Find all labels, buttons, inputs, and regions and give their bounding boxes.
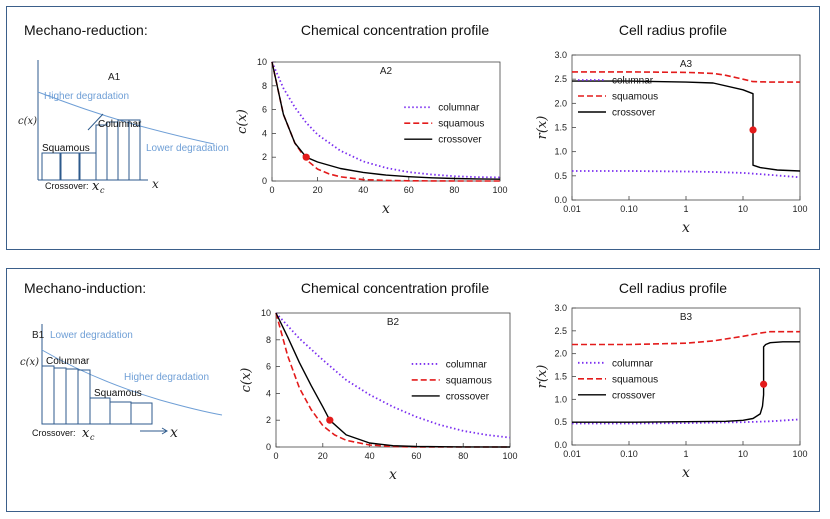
chart-title: A2: [380, 66, 393, 77]
series-line-squamous: [572, 330, 800, 346]
x-tick-label: 60: [404, 185, 414, 195]
x-tick-label: 100: [792, 204, 807, 214]
y-tick-label: 1.0: [554, 394, 567, 404]
y-tick-label: 10: [261, 308, 271, 318]
series-line-columnar: [572, 170, 801, 179]
y-tick-label: 2.0: [554, 98, 567, 108]
y-tick-label: 0.0: [554, 440, 567, 450]
crossover-marker: [749, 126, 757, 134]
title-radius-a: Cell radius profile: [618, 22, 728, 38]
y-axis-label: r(x): [535, 116, 550, 140]
x-tick-label: 80: [458, 451, 468, 461]
y-tick-label: 0: [266, 442, 271, 452]
x-tick-label: 20: [318, 451, 328, 461]
x-tick-label: 100: [492, 185, 507, 195]
series-line-squamous: [275, 312, 510, 448]
legend-label-columnar: columnar: [612, 358, 654, 369]
series-line-squamous: [572, 71, 800, 83]
legend-label-columnar: columnar: [612, 76, 654, 87]
x-tick-label: 0: [273, 451, 278, 461]
x-tick-label: 1: [683, 449, 688, 459]
series-line-columnar: [572, 418, 801, 425]
x-axis-label: x: [682, 465, 690, 481]
x-tick-label: 100: [502, 451, 517, 461]
y-tick-label: 4: [266, 388, 271, 398]
title-radius-b: Cell radius profile: [618, 280, 728, 296]
y-axis-label: c(x): [239, 368, 254, 393]
x-axis-label: x: [682, 220, 690, 236]
y-tick-label: 1.5: [554, 372, 567, 382]
title-concentration-b: Chemical concentration profile: [300, 280, 490, 296]
legend-label-squamous: squamous: [438, 119, 484, 130]
y-tick-label: 8: [262, 81, 267, 91]
legend-label-squamous: squamous: [612, 92, 658, 103]
series-line-squamous: [271, 61, 500, 182]
x-tick-label: 0.10: [620, 204, 638, 214]
legend-label-crossover: crossover: [612, 390, 656, 401]
y-tick-label: 10: [257, 57, 267, 67]
legend-label-squamous: squamous: [612, 374, 658, 385]
x-tick-label: 40: [358, 185, 368, 195]
x-tick-label: 0.10: [620, 449, 638, 459]
crossover-marker: [326, 416, 334, 424]
x-tick-label: 0.01: [563, 204, 581, 214]
x-tick-label: 10: [738, 204, 748, 214]
y-axis-label: c(x): [235, 109, 250, 134]
series-line-columnar: [275, 312, 511, 439]
series-line-crossover: [572, 80, 801, 172]
heading-mechano-reduction: Mechano-reduction:: [24, 22, 148, 38]
x-axis-label: x: [389, 467, 397, 483]
y-tick-label: 1.5: [554, 123, 567, 133]
series-line-crossover: [275, 312, 511, 448]
legend-label-crossover: crossover: [438, 135, 482, 146]
x-tick-label: 0.01: [563, 449, 581, 459]
y-tick-label: 8: [266, 335, 271, 345]
legend-label-crossover: crossover: [612, 108, 656, 119]
legend-label-columnar: columnar: [446, 359, 488, 370]
title-concentration-a: Chemical concentration profile: [300, 22, 490, 38]
legend-label-columnar: columnar: [438, 103, 480, 114]
y-tick-label: 2.0: [554, 349, 567, 359]
legend-label-crossover: crossover: [446, 391, 490, 402]
crossover-marker: [302, 153, 310, 161]
y-tick-label: 2: [262, 152, 267, 162]
x-tick-label: 1: [683, 204, 688, 214]
x-tick-label: 10: [738, 449, 748, 459]
y-tick-label: 6: [266, 362, 271, 372]
chart-title: A3: [680, 59, 693, 70]
y-tick-label: 2: [266, 415, 271, 425]
x-tick-label: 40: [365, 451, 375, 461]
y-tick-label: 0.5: [554, 417, 567, 427]
heading-mechano-induction: Mechano-induction:: [24, 280, 147, 296]
chart-title: B2: [387, 317, 400, 328]
y-tick-label: 2.5: [554, 74, 567, 84]
series-line-columnar: [271, 61, 501, 179]
y-tick-label: 3.0: [554, 50, 567, 60]
y-tick-label: 3.0: [554, 303, 567, 313]
series-line-crossover: [271, 61, 501, 180]
x-axis-label: x: [382, 201, 390, 217]
y-tick-label: 0: [262, 176, 267, 186]
y-tick-label: 6: [262, 105, 267, 115]
y-tick-label: 1.0: [554, 147, 567, 157]
y-tick-label: 4: [262, 128, 267, 138]
crossover-marker: [760, 380, 768, 388]
x-tick-label: 100: [792, 449, 807, 459]
x-tick-label: 60: [411, 451, 421, 461]
chart-title: B3: [680, 312, 693, 323]
y-tick-label: 0.5: [554, 171, 567, 181]
y-axis-label: r(x): [535, 365, 550, 389]
x-tick-label: 80: [449, 185, 459, 195]
plot-frame: [571, 307, 801, 446]
series-line-crossover: [572, 341, 800, 423]
y-tick-label: 2.5: [554, 326, 567, 336]
legend-label-squamous: squamous: [446, 375, 492, 386]
x-tick-label: 20: [313, 185, 323, 195]
y-tick-label: 0.0: [554, 195, 567, 205]
x-tick-label: 0: [269, 185, 274, 195]
